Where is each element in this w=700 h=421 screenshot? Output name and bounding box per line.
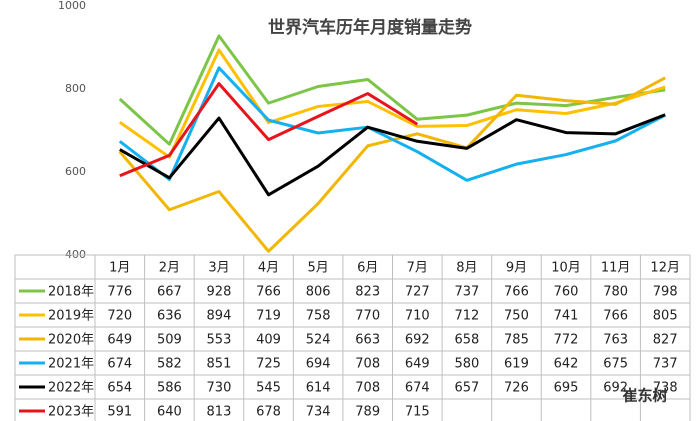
table-value: 730 bbox=[207, 381, 232, 396]
table-value: 675 bbox=[603, 357, 628, 372]
y-tick-label: 800 bbox=[65, 82, 86, 95]
table-value: 710 bbox=[405, 309, 430, 324]
table-value: 642 bbox=[554, 357, 579, 372]
table-value: 798 bbox=[653, 285, 678, 300]
table-value: 712 bbox=[454, 309, 479, 324]
table-value: 708 bbox=[355, 381, 380, 396]
table-value: 750 bbox=[504, 309, 529, 324]
table-value: 674 bbox=[405, 381, 430, 396]
table-value: 509 bbox=[157, 333, 182, 348]
table-value: 725 bbox=[256, 357, 281, 372]
table-value: 614 bbox=[306, 381, 331, 396]
table-value: 715 bbox=[405, 405, 430, 420]
x-tick-label: 12月 bbox=[650, 261, 680, 276]
table-value: 719 bbox=[256, 309, 281, 324]
table-value: 591 bbox=[107, 405, 132, 420]
series-line bbox=[118, 34, 666, 146]
table-value: 789 bbox=[355, 405, 380, 420]
table-value: 734 bbox=[306, 405, 331, 420]
table-value: 619 bbox=[504, 357, 529, 372]
table-value: 580 bbox=[454, 357, 479, 372]
table-value: 524 bbox=[306, 333, 331, 348]
table-value: 737 bbox=[454, 285, 479, 300]
x-tick-label: 6月 bbox=[357, 261, 378, 276]
table-value: 760 bbox=[554, 285, 579, 300]
table-value: 726 bbox=[504, 381, 529, 396]
x-tick-label: 10月 bbox=[551, 261, 581, 276]
legend-label: 2022年 bbox=[48, 381, 94, 396]
table-value: 813 bbox=[207, 405, 232, 420]
series-line bbox=[118, 48, 666, 159]
x-tick-label: 1月 bbox=[109, 261, 130, 276]
table-value: 586 bbox=[157, 381, 182, 396]
legend-label: 2018年 bbox=[48, 285, 94, 300]
series-line bbox=[118, 66, 666, 182]
table-value: 851 bbox=[207, 357, 232, 372]
table-value: 695 bbox=[554, 381, 579, 396]
table-value: 770 bbox=[355, 309, 380, 324]
table-value: 766 bbox=[256, 285, 281, 300]
table-value: 678 bbox=[256, 405, 281, 420]
x-tick-label: 8月 bbox=[456, 261, 477, 276]
series-line bbox=[119, 82, 419, 178]
table-value: 772 bbox=[554, 333, 579, 348]
x-tick-label: 2月 bbox=[159, 261, 180, 276]
watermark: 崔东树 bbox=[621, 387, 667, 405]
table-value: 894 bbox=[207, 309, 232, 324]
x-tick-label: 11月 bbox=[601, 261, 631, 276]
legend-label: 2020年 bbox=[48, 333, 94, 348]
table-value: 640 bbox=[157, 405, 182, 420]
x-tick-label: 5月 bbox=[307, 261, 328, 276]
legend-label: 2023年 bbox=[48, 405, 94, 420]
y-tick-label: 600 bbox=[65, 165, 86, 178]
table-value: 823 bbox=[355, 285, 380, 300]
x-tick-label: 3月 bbox=[208, 261, 229, 276]
table-value: 738 bbox=[653, 381, 678, 396]
table-value: 928 bbox=[207, 285, 232, 300]
table-value: 692 bbox=[603, 381, 628, 396]
x-tick-label: 7月 bbox=[407, 261, 428, 276]
table-value: 766 bbox=[603, 309, 628, 324]
table-value: 805 bbox=[653, 309, 678, 324]
table-value: 758 bbox=[306, 309, 331, 324]
table-value: 654 bbox=[107, 381, 132, 396]
legend-label: 2021年 bbox=[48, 357, 94, 372]
table-value: 636 bbox=[157, 309, 182, 324]
table-value: 663 bbox=[355, 333, 380, 348]
table-value: 667 bbox=[157, 285, 182, 300]
table-value: 776 bbox=[107, 285, 132, 300]
table-value: 727 bbox=[405, 285, 430, 300]
table-value: 785 bbox=[504, 333, 529, 348]
table-value: 737 bbox=[653, 357, 678, 372]
table-value: 649 bbox=[107, 333, 132, 348]
table-value: 553 bbox=[207, 333, 232, 348]
table-value: 674 bbox=[107, 357, 132, 372]
table-value: 694 bbox=[306, 357, 331, 372]
table-value: 692 bbox=[405, 333, 430, 348]
table-value: 720 bbox=[107, 309, 132, 324]
table-value: 741 bbox=[554, 309, 579, 324]
legend-label: 2019年 bbox=[48, 309, 94, 324]
table-value: 806 bbox=[306, 285, 331, 300]
table-value: 409 bbox=[256, 333, 281, 348]
table-value: 780 bbox=[603, 285, 628, 300]
chart-title: 世界汽车历年月度销量走势 bbox=[268, 17, 472, 38]
table-value: 658 bbox=[454, 333, 479, 348]
table-value: 582 bbox=[157, 357, 182, 372]
table-value: 649 bbox=[405, 357, 430, 372]
table-value: 545 bbox=[256, 381, 281, 396]
x-tick-label: 4月 bbox=[258, 261, 279, 276]
table-value: 708 bbox=[355, 357, 380, 372]
table-value: 763 bbox=[603, 333, 628, 348]
x-tick-label: 9月 bbox=[506, 261, 527, 276]
y-tick-label: 1000 bbox=[58, 0, 86, 12]
table-value: 657 bbox=[454, 381, 479, 396]
table-value: 827 bbox=[653, 333, 678, 348]
table-value: 766 bbox=[504, 285, 529, 300]
series-line bbox=[119, 113, 666, 197]
